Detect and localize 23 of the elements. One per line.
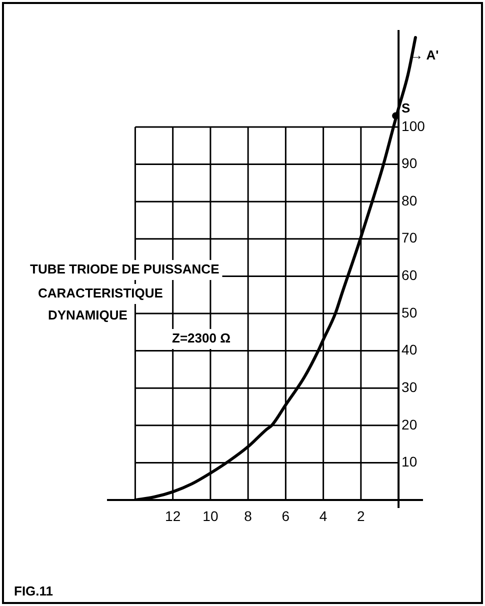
y-tick-label: 80: [402, 192, 418, 208]
x-tick-label: 4: [319, 508, 328, 524]
annotation: S: [402, 100, 411, 116]
caption: FIG.11: [14, 584, 54, 599]
y-tick-label: 40: [402, 342, 418, 358]
y-tick-label: 50: [402, 304, 418, 320]
y-tick-label: 100: [402, 118, 426, 134]
y-tick-label: 90: [402, 155, 418, 172]
annotation: DYNAMIQUE: [48, 308, 128, 323]
annotation: Z=2300 Ω: [172, 330, 230, 346]
annotation: TUBE TRIODE DE PUISSANCE: [30, 262, 220, 277]
x-tick-label: 12: [165, 508, 181, 524]
y-tick-label: 60: [402, 267, 418, 284]
y-tick-label: 30: [402, 378, 418, 395]
x-tick-label: 10: [202, 508, 218, 524]
annotation: → A': [410, 48, 439, 63]
x-tick-label: 8: [244, 508, 252, 524]
y-tick-label: 20: [402, 416, 418, 432]
x-tick-label: 6: [282, 508, 290, 524]
x-tick-label: 2: [357, 508, 366, 524]
y-tick-label: 10: [402, 454, 418, 470]
annotation: CARACTERISTIQUE: [38, 286, 164, 301]
y-tick-label: 70: [402, 230, 418, 246]
